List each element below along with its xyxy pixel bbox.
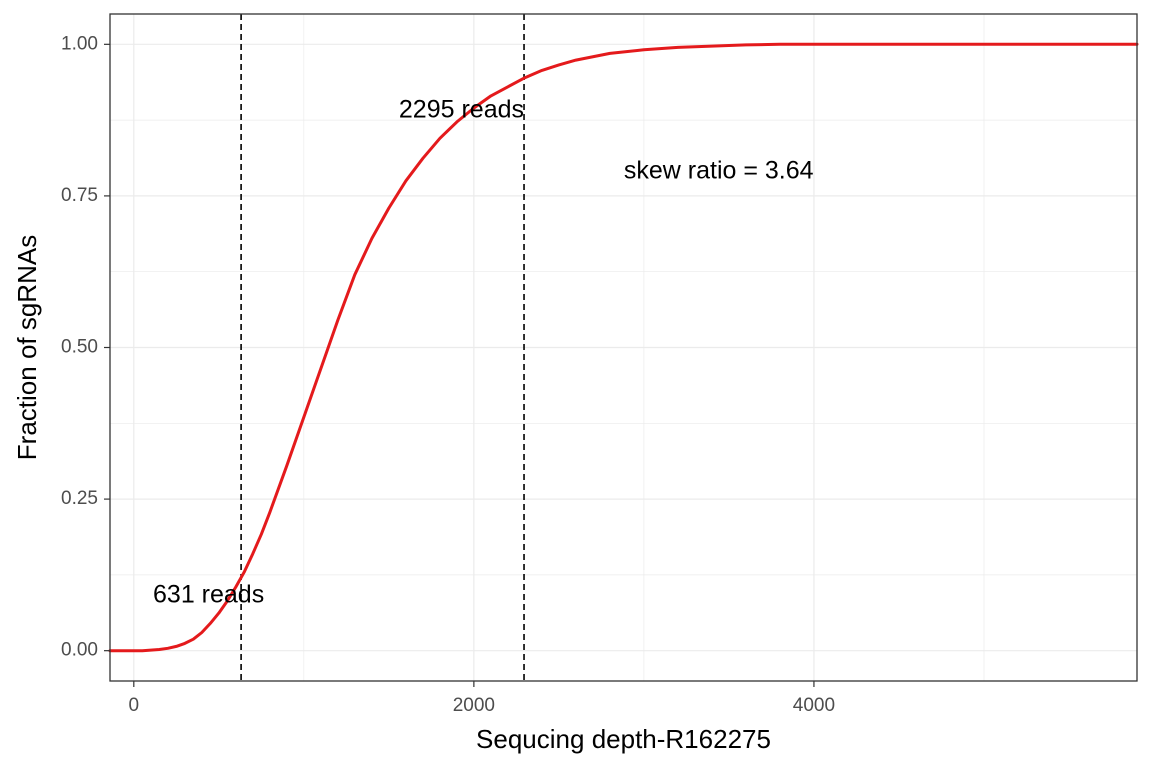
grid	[110, 14, 1137, 681]
y-tick-label: 0.75	[61, 185, 98, 206]
x-tick-label: 0	[129, 695, 140, 716]
x-tick-label: 4000	[793, 695, 835, 716]
reference-lines	[240, 14, 525, 681]
y-tick-label: 0.25	[61, 488, 98, 509]
x-tick-label: 2000	[453, 695, 495, 716]
annotation-label: 631 reads	[153, 581, 264, 609]
axes: 0 2000 4000 0.00 0.25 0.50 0.75 1.00	[61, 33, 835, 716]
y-tick-label: 0.50	[61, 337, 98, 358]
y-axis-title: Fraction of sgRNAs	[12, 235, 42, 460]
y-tick-label: 1.00	[61, 33, 98, 54]
series-line	[108, 42, 1139, 653]
x-axis-title: Sequcing depth-R162275	[476, 724, 771, 754]
annotations: 2295 reads skew ratio = 3.64 631 reads	[153, 96, 814, 609]
series	[108, 42, 1139, 653]
annotation-label: 2295 reads	[399, 96, 524, 124]
annotation-label: skew ratio = 3.64	[624, 156, 814, 184]
y-tick-label: 0.00	[61, 640, 98, 661]
